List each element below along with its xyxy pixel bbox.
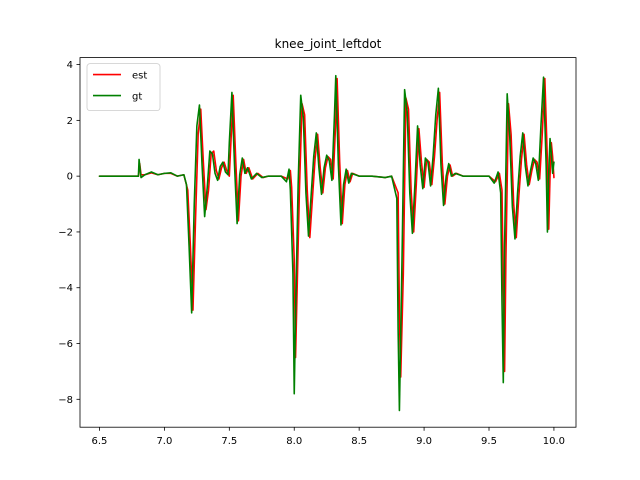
- x-tick-label: 8.5: [351, 436, 367, 447]
- y-tick-label: −2: [58, 227, 73, 238]
- plot-frame: [79, 57, 577, 428]
- series-layer: [98, 74, 555, 412]
- x-tick-label: 8.0: [286, 436, 302, 447]
- x-tick-label: 7.5: [221, 436, 237, 447]
- y-tick-label: −4: [58, 283, 73, 294]
- x-axis: 6.5 7.0 7.5 8.0 8.5 9.0 9.5 10.0: [92, 427, 565, 447]
- legend-label-est: est: [132, 71, 147, 82]
- y-tick-label: −8: [58, 395, 73, 406]
- x-tick-label: 10.0: [543, 436, 565, 447]
- y-tick-label: 4: [67, 60, 73, 71]
- y-tick-label: 0: [67, 172, 73, 183]
- legend: est gt: [86, 63, 161, 111]
- x-tick-label: 9.0: [416, 436, 432, 447]
- y-tick-label: 2: [67, 116, 73, 127]
- x-tick-label: 6.5: [92, 436, 108, 447]
- series-line-est: [98, 77, 555, 378]
- y-tick-label: −6: [58, 339, 73, 350]
- y-axis: −8 −6 −4 −2 0 2 4: [58, 60, 80, 406]
- x-tick-label: 7.0: [156, 436, 172, 447]
- x-tick-label: 9.5: [481, 436, 497, 447]
- legend-box: [86, 63, 161, 111]
- series-line-gt: [98, 74, 555, 412]
- chart-title: knee_joint_leftdot: [275, 37, 382, 51]
- legend-label-gt: gt: [132, 92, 142, 103]
